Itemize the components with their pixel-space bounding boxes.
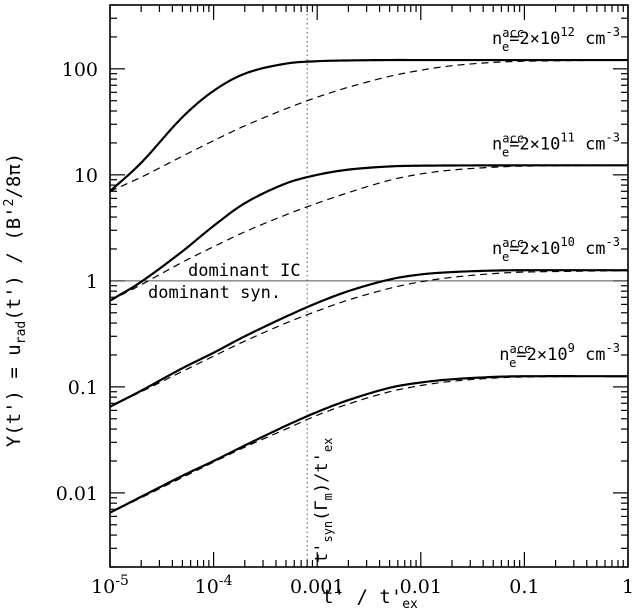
series-dashed-3 <box>109 164 629 302</box>
y-tick-label: 1 <box>86 271 98 293</box>
y-axis-title-part2: (t') / (B' <box>3 206 25 320</box>
curve-label-2: nacc e=2×1010 cm-3 <box>492 235 620 264</box>
x-axis-title-part1: t' / t' <box>322 586 402 608</box>
y-axis-title-sub: rad <box>14 321 29 344</box>
y-axis-title-part3: /8π) <box>3 153 25 199</box>
x-tick-label: 0.001 <box>290 576 344 598</box>
tick-labels: 10-5 10-4 0.001 0.01 0.1 1 0.01 0.1 1 10 100 <box>56 59 633 598</box>
series-solid-6 <box>109 375 628 514</box>
curve-label-3: nacc e=2×109 cm-3 <box>499 341 620 370</box>
x-tick-label: 0.1 <box>509 576 539 598</box>
dominant-syn-label: dominant syn. <box>148 283 281 303</box>
x-tick-label: 10-5 <box>91 573 129 598</box>
axis-ticks <box>109 4 629 568</box>
series-dashed-7 <box>109 375 629 514</box>
x-tick-label: 10-4 <box>195 573 233 598</box>
x-axis-title: t' / t'ex <box>322 586 418 612</box>
curve-label-1: nacc e=2×1011 cm-3 <box>492 130 620 159</box>
annotations: nacc e=2×1012 cm-3 nacc e=2×1011 cm-3 nacc e=… <box>492 25 620 370</box>
x-axis-title-sub: ex <box>402 597 418 612</box>
series-dashed-1 <box>109 59 629 192</box>
dominant-ic-label: dominant IC <box>188 261 301 281</box>
y-axis-title-part1: Y(t') = u <box>3 344 25 447</box>
y-axis-title-sup: 2 <box>2 199 17 207</box>
series-solid-4 <box>109 269 628 408</box>
series-lines <box>109 58 629 514</box>
plot-frame <box>109 4 629 568</box>
y-axis-title: Y(t') = urad(t') / (B'2/8π) <box>2 153 29 447</box>
series-solid-0 <box>109 58 628 193</box>
x-tick-label: 1 <box>622 576 633 598</box>
series-dashed-5 <box>109 269 629 408</box>
y-tick-label: 0.1 <box>68 377 98 399</box>
y-tick-label: 100 <box>62 59 98 81</box>
curve-label-0: nacc e=2×1012 cm-3 <box>492 25 620 54</box>
tsyn-label: t'syn(Γm)/t'ex <box>312 438 335 563</box>
y-tick-label: 10 <box>74 165 98 187</box>
x-tick-label: 0.01 <box>400 576 442 598</box>
y-tick-label: 0.01 <box>56 483 98 505</box>
